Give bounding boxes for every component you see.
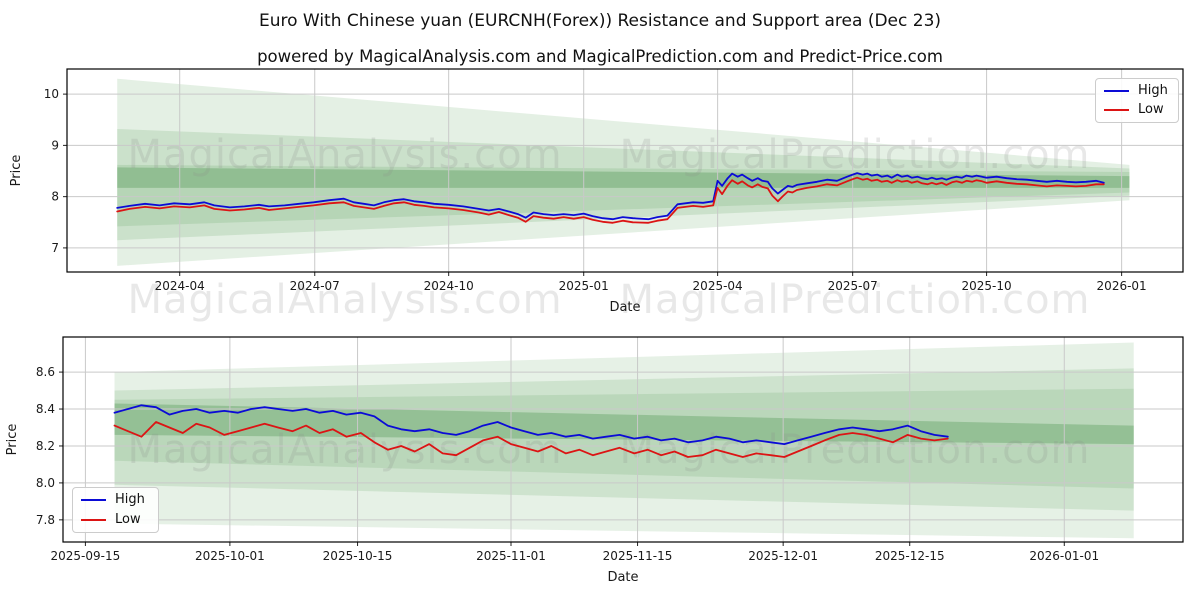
legend-bottom-chart: High Low <box>72 487 159 533</box>
x-tick-label: 2026-01 <box>1097 279 1147 293</box>
x-axis-label: Date <box>607 570 638 585</box>
x-tick-label: 2024-07 <box>290 279 340 293</box>
legend-label-low: Low <box>1138 102 1164 117</box>
page-title: Euro With Chinese yuan (EURCNH(Forex)) R… <box>258 11 942 31</box>
support-resistance-band <box>114 368 1134 511</box>
legend-top-chart: High Low <box>1095 78 1179 123</box>
y-axis-label: Price <box>5 424 20 456</box>
watermark-text: MagicalAnalysis.com <box>127 132 562 178</box>
y-tick-label: 8.2 <box>36 439 55 453</box>
low-line-swatch <box>81 518 106 521</box>
legend-label-high: High <box>1138 83 1168 98</box>
x-tick-label: 2026-01-01 <box>1029 549 1099 563</box>
y-tick-label: 8.0 <box>36 476 55 490</box>
x-tick-label: 2025-09-15 <box>51 549 121 563</box>
legend-entry-low: Low <box>1104 101 1170 119</box>
support-resistance-band <box>117 128 1130 241</box>
y-axis-label: Price <box>9 155 24 187</box>
high-line-swatch <box>81 499 106 502</box>
x-tick-label: 2025-01 <box>559 279 609 293</box>
high-line <box>113 404 949 446</box>
high-line <box>116 172 1105 221</box>
y-tick-label: 9 <box>51 138 59 152</box>
watermark-text: MagicalAnalysis.com <box>127 277 562 323</box>
support-resistance-band <box>114 388 1134 489</box>
low-line-swatch <box>1104 109 1129 111</box>
watermark-text: MagicalPrediction.com <box>620 277 1091 323</box>
legend-entry-high: High <box>81 491 150 509</box>
low-line <box>116 176 1105 224</box>
low-line <box>113 421 949 458</box>
watermark-text: MagicalPrediction.com <box>620 427 1091 473</box>
x-tick-label: 2024-10 <box>424 279 474 293</box>
y-tick-label: 7 <box>51 241 59 255</box>
plot-border <box>66 68 1184 273</box>
watermark-text: MagicalPrediction.com <box>620 132 1091 178</box>
overview-chart: MagicalAnalysis.com MagicalPrediction.com… <box>9 68 1184 323</box>
high-line-swatch <box>1104 90 1129 92</box>
plot-border <box>62 336 1184 543</box>
support-resistance-band <box>114 403 1134 445</box>
x-tick-label: 2025-10-15 <box>323 549 393 563</box>
x-tick-label: 2025-12-15 <box>875 549 945 563</box>
x-tick-label: 2025-12-01 <box>748 549 818 563</box>
y-tick-label: 10 <box>44 87 59 101</box>
legend-entry-high: High <box>1104 82 1170 100</box>
x-tick-label: 2024-04 <box>155 279 205 293</box>
x-tick-label: 2025-11-01 <box>476 549 546 563</box>
recent-chart: MagicalAnalysis.com MagicalPrediction.com… <box>5 336 1184 585</box>
x-tick-label: 2025-10 <box>962 279 1012 293</box>
legend-entry-low: Low <box>81 511 150 529</box>
support-resistance-band <box>114 342 1134 539</box>
legend-label-low: Low <box>115 511 141 527</box>
x-tick-label: 2025-04 <box>693 279 743 293</box>
y-tick-label: 7.8 <box>36 513 55 527</box>
legend-label-high: High <box>115 492 145 508</box>
x-tick-label: 2025-07 <box>828 279 878 293</box>
support-resistance-band <box>117 167 1130 188</box>
y-tick-label: 8.6 <box>36 365 55 379</box>
x-axis-label: Date <box>609 300 640 315</box>
x-tick-label: 2025-11-15 <box>603 549 673 563</box>
watermark-text: MagicalAnalysis.com <box>127 427 562 473</box>
y-tick-label: 8 <box>51 190 59 204</box>
y-tick-label: 8.4 <box>36 402 55 416</box>
page-subtitle: powered by MagicalAnalysis.com and Magic… <box>257 47 943 66</box>
support-resistance-band <box>117 78 1130 266</box>
x-tick-label: 2025-10-01 <box>195 549 265 563</box>
